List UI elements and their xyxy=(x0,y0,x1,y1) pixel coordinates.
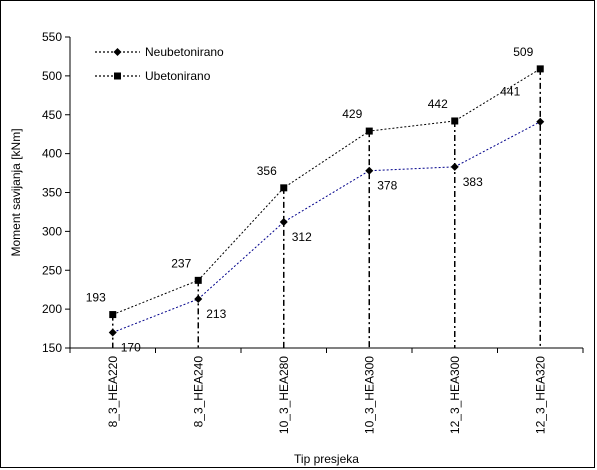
y-tick-label: 350 xyxy=(42,186,62,200)
x-tick-label: 10_3_HEA280 xyxy=(277,356,291,434)
point-square xyxy=(194,276,202,284)
data-label-ubetonirano: 442 xyxy=(428,97,448,111)
y-axis-label: Moment savijanja [kNm] xyxy=(9,128,23,256)
point-diamond xyxy=(279,218,288,227)
data-label-ubetonirano: 356 xyxy=(257,164,277,178)
point-diamond xyxy=(536,117,545,126)
data-label-ubetonirano: 237 xyxy=(171,256,191,270)
y-tick-label: 300 xyxy=(42,224,62,238)
legend-label-neubetonirano: Neubetonirano xyxy=(145,45,224,59)
legend-marker-diamond xyxy=(113,48,122,56)
data-label-neubetonirano: 170 xyxy=(121,340,141,354)
drop-lines xyxy=(112,68,541,348)
legend-marker-square xyxy=(114,72,121,80)
data-label-ubetonirano: 193 xyxy=(86,291,106,305)
x-ticks: 8_3_HEA220 8_3_HEA240 10_3_HEA280 10_3_HEA3… xyxy=(69,348,584,434)
y-tick-label: 200 xyxy=(42,302,62,316)
x-tick-label: 12_3_HEA300 xyxy=(448,356,462,434)
series-line-neubetonirano xyxy=(112,121,541,333)
y-tick-label: 500 xyxy=(42,69,62,83)
point-diamond xyxy=(194,295,203,304)
legend-item-ubetonirano: Ubetonirano xyxy=(95,69,211,83)
data-label-neubetonirano: 441 xyxy=(500,85,520,99)
y-tick-label: 450 xyxy=(42,108,62,122)
series-line-ubetonirano xyxy=(112,68,541,316)
legend-label-ubetonirano: Ubetonirano xyxy=(145,69,211,83)
point-diamond xyxy=(450,162,459,171)
x-tick-label: 8_3_HEA220 xyxy=(106,356,120,428)
point-diamond xyxy=(108,328,117,337)
point-diamond xyxy=(365,166,374,175)
series-group xyxy=(108,65,545,337)
y-tick-label: 150 xyxy=(42,341,62,355)
y-ticks: 150 200 250 300 350 400 450 500 550 xyxy=(42,30,70,355)
point-square xyxy=(451,117,459,125)
data-label-ubetonirano: 429 xyxy=(342,107,362,121)
data-label-ubetonirano: 509 xyxy=(513,45,533,59)
x-tick-label: 12_3_HEA320 xyxy=(533,356,547,434)
x-tick-label: 8_3_HEA240 xyxy=(191,356,205,428)
legend-item-neubetonirano: Neubetonirano xyxy=(95,45,224,59)
point-square xyxy=(280,184,288,192)
data-label-neubetonirano: 378 xyxy=(377,179,397,193)
y-tick-label: 250 xyxy=(42,263,62,277)
data-labels: 193 237 356 429 442 509 170 213 312 378 383 441 xyxy=(86,45,534,355)
x-axis-label: Tip presjeka xyxy=(294,452,359,466)
legend: Neubetonirano Ubetonirano xyxy=(95,45,224,83)
data-label-neubetonirano: 213 xyxy=(206,307,226,321)
x-tick-label: 10_3_HEA300 xyxy=(362,356,376,434)
point-square xyxy=(365,127,373,135)
point-square xyxy=(109,311,117,319)
y-tick-label: 550 xyxy=(42,30,62,44)
y-tick-label: 400 xyxy=(42,147,62,161)
data-label-neubetonirano: 312 xyxy=(292,230,312,244)
point-square xyxy=(536,65,544,73)
data-label-neubetonirano: 383 xyxy=(463,175,483,189)
